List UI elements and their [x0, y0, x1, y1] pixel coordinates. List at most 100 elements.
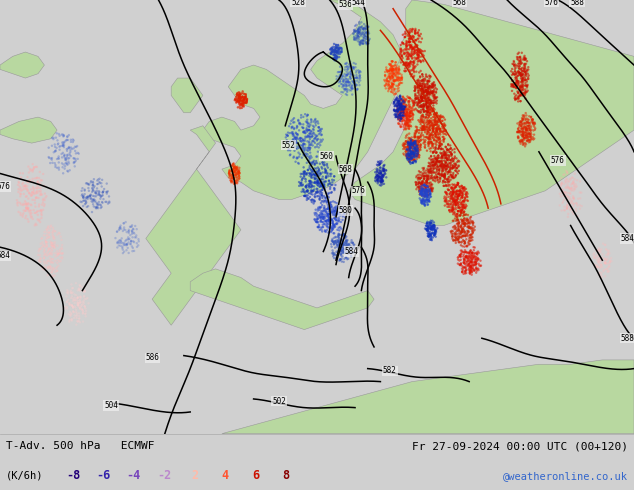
Point: [49, 266, 59, 273]
Point: [29, 165, 39, 173]
Point: [418, 94, 429, 101]
Point: [421, 113, 431, 121]
Polygon shape: [146, 126, 241, 325]
Point: [231, 98, 242, 106]
Point: [340, 230, 350, 238]
Point: [436, 161, 446, 169]
Point: [411, 123, 421, 131]
Point: [413, 57, 424, 65]
Point: [91, 203, 101, 211]
Point: [455, 198, 465, 206]
Point: [400, 28, 410, 36]
Point: [568, 178, 578, 186]
Point: [295, 172, 306, 180]
Point: [516, 131, 526, 139]
Point: [306, 141, 316, 149]
Point: [434, 157, 444, 165]
Point: [515, 59, 525, 67]
Point: [431, 118, 441, 125]
Point: [331, 216, 341, 224]
Point: [63, 310, 74, 318]
Point: [472, 260, 482, 268]
Point: [416, 103, 426, 111]
Point: [349, 79, 359, 87]
Point: [435, 112, 445, 120]
Point: [312, 216, 322, 223]
Point: [465, 237, 476, 245]
Point: [329, 215, 339, 222]
Point: [443, 178, 453, 186]
Point: [419, 181, 429, 189]
Point: [425, 135, 435, 143]
Point: [398, 116, 408, 123]
Point: [517, 131, 527, 139]
Point: [329, 40, 339, 48]
Point: [404, 135, 415, 143]
Point: [433, 151, 443, 159]
Point: [406, 49, 417, 57]
Point: [423, 134, 433, 142]
Point: [402, 38, 412, 46]
Point: [13, 188, 23, 196]
Point: [412, 125, 422, 133]
Point: [298, 141, 308, 149]
Point: [401, 149, 411, 157]
Point: [592, 264, 602, 271]
Point: [375, 164, 385, 171]
Point: [426, 185, 436, 193]
Point: [98, 189, 108, 196]
Point: [423, 166, 433, 174]
Point: [401, 60, 411, 68]
Point: [454, 226, 464, 234]
Point: [349, 33, 359, 41]
Point: [44, 245, 55, 253]
Point: [337, 205, 347, 213]
Point: [57, 241, 67, 249]
Point: [407, 146, 417, 154]
Point: [354, 68, 364, 76]
Point: [517, 119, 527, 126]
Point: [391, 110, 401, 118]
Point: [299, 147, 309, 155]
Point: [447, 206, 457, 214]
Point: [347, 77, 358, 85]
Point: [441, 162, 451, 170]
Point: [458, 232, 468, 240]
Point: [407, 109, 417, 117]
Point: [425, 186, 436, 194]
Point: [379, 167, 389, 175]
Point: [425, 187, 436, 195]
Point: [418, 80, 428, 88]
Point: [437, 153, 447, 161]
Point: [389, 111, 399, 119]
Point: [302, 119, 313, 126]
Point: [396, 109, 406, 117]
Point: [407, 97, 417, 105]
Point: [450, 236, 460, 244]
Point: [432, 157, 443, 165]
Point: [299, 150, 309, 158]
Point: [418, 57, 429, 65]
Point: [457, 226, 467, 234]
Point: [398, 93, 408, 100]
Point: [462, 259, 472, 267]
Point: [56, 131, 67, 139]
Point: [311, 133, 321, 141]
Point: [430, 155, 441, 163]
Point: [417, 95, 427, 102]
Point: [46, 241, 56, 249]
Point: [329, 221, 339, 229]
Point: [426, 131, 436, 139]
Point: [529, 119, 540, 126]
Point: [422, 104, 432, 112]
Point: [340, 249, 350, 257]
Point: [457, 194, 467, 201]
Point: [335, 77, 346, 85]
Point: [47, 255, 57, 263]
Point: [326, 181, 336, 189]
Point: [23, 200, 34, 208]
Point: [373, 158, 384, 166]
Point: [562, 175, 573, 183]
Point: [407, 115, 417, 123]
Point: [515, 118, 526, 125]
